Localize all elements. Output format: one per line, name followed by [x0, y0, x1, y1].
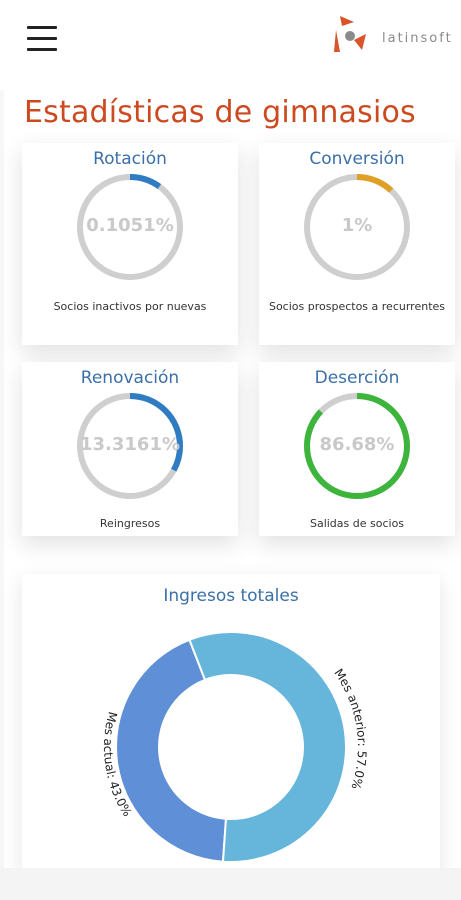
gauge-arc: [304, 393, 410, 499]
stat-card-conversion: Conversión 1% Socios prospectos a recurr…: [259, 143, 455, 345]
bottom-strip: [0, 868, 461, 900]
donut-slice-mes-actual[interactable]: [115, 638, 227, 863]
logo-text: latinsoft: [382, 31, 453, 46]
gauge-chart: 13.3161%: [74, 390, 186, 502]
card-title: Deserción: [314, 368, 400, 388]
ingresos-chart-card: Ingresos totales Mes actual: 43.0% Mes a…: [22, 574, 440, 874]
gauge-chart: 0.1051%: [74, 171, 186, 283]
gauge-chart: 86.68%: [301, 390, 413, 502]
gauge-arc: [77, 393, 183, 499]
card-title: Renovación: [80, 368, 180, 388]
stat-card-renovacion: Renovación 13.3161% Reingresos: [22, 362, 238, 536]
gauge-value: 86.68%: [319, 434, 395, 455]
page-title: Estadísticas de gimnasios: [24, 95, 416, 130]
logo-mark-icon: [334, 16, 366, 52]
latinsoft-logo[interactable]: latinsoft: [332, 12, 457, 56]
card-description: Socios inactivos por nuevas: [53, 300, 207, 313]
top-bar: latinsoft: [0, 0, 461, 90]
card-description: Salidas de socios: [309, 517, 405, 530]
card-description: Socios prospectos a recurrentes: [268, 300, 446, 313]
gauge-arc: [77, 174, 183, 280]
card-title: Rotación: [93, 149, 167, 169]
page-edge: [0, 0, 4, 900]
gauge-value: 13.3161%: [79, 434, 181, 455]
gauge-chart: 1%: [301, 171, 413, 283]
stat-card-desercion: Deserción 86.68% Salidas de socios: [259, 362, 455, 536]
card-description: Reingresos: [99, 517, 161, 530]
donut-chart: Mes actual: 43.0% Mes anterior: 57.0%: [101, 631, 369, 863]
gauge-value: 1%: [341, 215, 373, 236]
gauge-value: 0.1051%: [86, 215, 174, 236]
donut-slice-mes-anterior[interactable]: [188, 631, 347, 863]
stat-card-rotacion: Rotación 0.1051% Socios inactivos por nu…: [22, 143, 238, 345]
hamburger-menu-icon[interactable]: [27, 26, 57, 56]
gauge-arc: [304, 174, 410, 280]
card-title: Conversión: [309, 149, 405, 169]
chart-title: Ingresos totales: [163, 586, 299, 606]
